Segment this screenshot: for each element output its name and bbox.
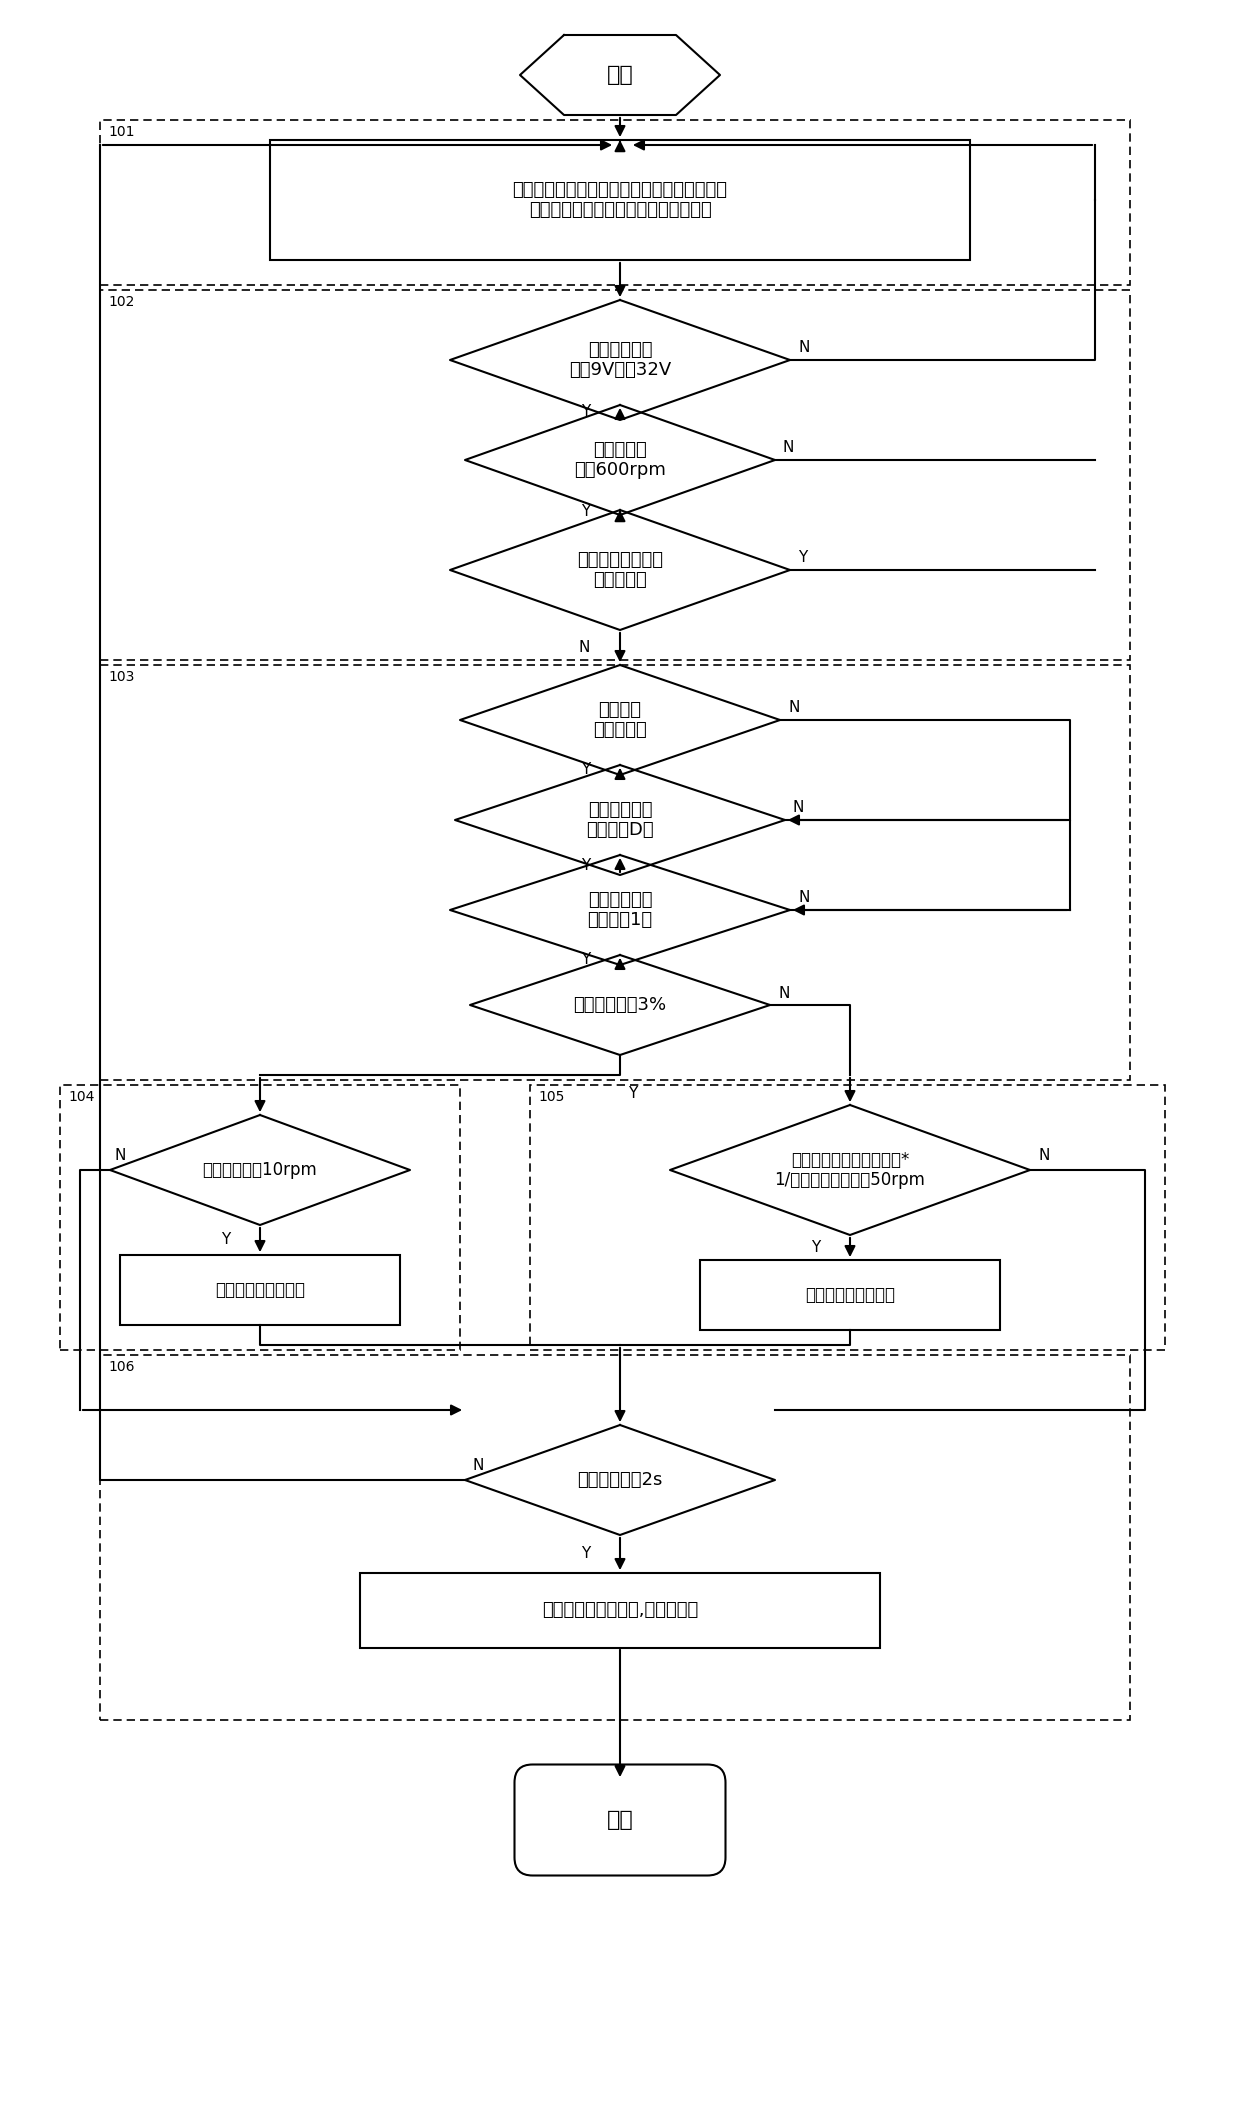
Polygon shape	[470, 955, 770, 1055]
Bar	[360, 1572, 880, 1648]
Bar	[60, 1084, 460, 1349]
Text: 起步离合器打滑异常: 起步离合器打滑异常	[215, 1281, 305, 1298]
Text: 103: 103	[108, 669, 134, 684]
Bar	[270, 140, 970, 261]
Polygon shape	[110, 1114, 410, 1224]
Text: Y: Y	[580, 1546, 590, 1561]
Text: 采集手柄信号、转速信号、油门开度、供电电
压、当前档位、电磁阀状态信息等信号: 采集手柄信号、转速信号、油门开度、供电电 压、当前档位、电磁阀状态信息等信号	[512, 180, 728, 220]
Text: 油门开度小于3%: 油门开度小于3%	[573, 995, 667, 1015]
Polygon shape	[465, 1425, 775, 1536]
Text: N: N	[794, 801, 805, 815]
Polygon shape	[670, 1106, 1030, 1235]
Text: N: N	[799, 890, 810, 907]
Text: Y: Y	[627, 1087, 637, 1101]
Text: 异常时间大于2s: 异常时间大于2s	[578, 1472, 662, 1489]
Text: 105: 105	[538, 1091, 564, 1103]
Text: N: N	[799, 341, 810, 356]
Bar	[100, 665, 1130, 1080]
Polygon shape	[450, 301, 790, 419]
Text: 起步离合器打滑异常: 起步离合器打滑异常	[805, 1286, 895, 1305]
Text: 手柄信号是否
为倒档或D档: 手柄信号是否 为倒档或D档	[587, 801, 653, 839]
Bar	[100, 121, 1130, 286]
Polygon shape	[450, 510, 790, 629]
Polygon shape	[460, 665, 780, 775]
Bar	[120, 1256, 401, 1326]
Text: N: N	[1038, 1148, 1049, 1163]
Bar	[529, 1084, 1166, 1349]
Polygon shape	[465, 405, 775, 515]
Text: 供电电压是否
大于9V小于32V: 供电电压是否 大于9V小于32V	[569, 341, 671, 379]
Text: 起步离合器打滑故障,生成故障码: 起步离合器打滑故障,生成故障码	[542, 1601, 698, 1618]
Polygon shape	[520, 36, 720, 114]
Text: 104: 104	[68, 1091, 94, 1103]
Text: N: N	[115, 1148, 126, 1163]
Text: 开始: 开始	[606, 66, 634, 85]
Text: N: N	[787, 701, 800, 716]
Text: Y: Y	[221, 1233, 229, 1248]
FancyBboxPatch shape	[515, 1764, 725, 1877]
Text: Y: Y	[580, 953, 590, 968]
Text: N: N	[579, 640, 590, 654]
Bar	[100, 1356, 1130, 1720]
Text: 涡轮转速大于10rpm: 涡轮转速大于10rpm	[202, 1161, 317, 1180]
Text: N: N	[777, 985, 790, 1000]
Text: 涡轮转速－（输出轴转速*
1/倒档传动比）大于50rpm: 涡轮转速－（输出轴转速* 1/倒档传动比）大于50rpm	[775, 1150, 925, 1190]
Text: 起步档控制电磁阀
是否有故障: 起步档控制电磁阀 是否有故障	[577, 551, 663, 589]
Text: 实际档位
是否为空档: 实际档位 是否为空档	[593, 701, 647, 739]
Text: 102: 102	[108, 294, 134, 309]
Text: Y: Y	[799, 551, 807, 566]
Text: Y: Y	[580, 762, 590, 777]
Text: N: N	[782, 441, 795, 455]
Text: Y: Y	[811, 1239, 820, 1254]
Text: 发动机转速
大于600rpm: 发动机转速 大于600rpm	[574, 441, 666, 479]
Text: 当前档位是否
为倒档或1档: 当前档位是否 为倒档或1档	[588, 890, 652, 930]
Bar	[701, 1260, 999, 1330]
Polygon shape	[450, 856, 790, 966]
Text: 结束: 结束	[606, 1811, 634, 1830]
Text: Y: Y	[580, 405, 590, 419]
Text: Y: Y	[580, 504, 590, 519]
Polygon shape	[455, 765, 785, 875]
Text: N: N	[472, 1459, 484, 1474]
Bar	[100, 290, 1130, 661]
Text: 101: 101	[108, 125, 134, 140]
Text: Y: Y	[580, 858, 590, 873]
Text: 106: 106	[108, 1360, 134, 1375]
